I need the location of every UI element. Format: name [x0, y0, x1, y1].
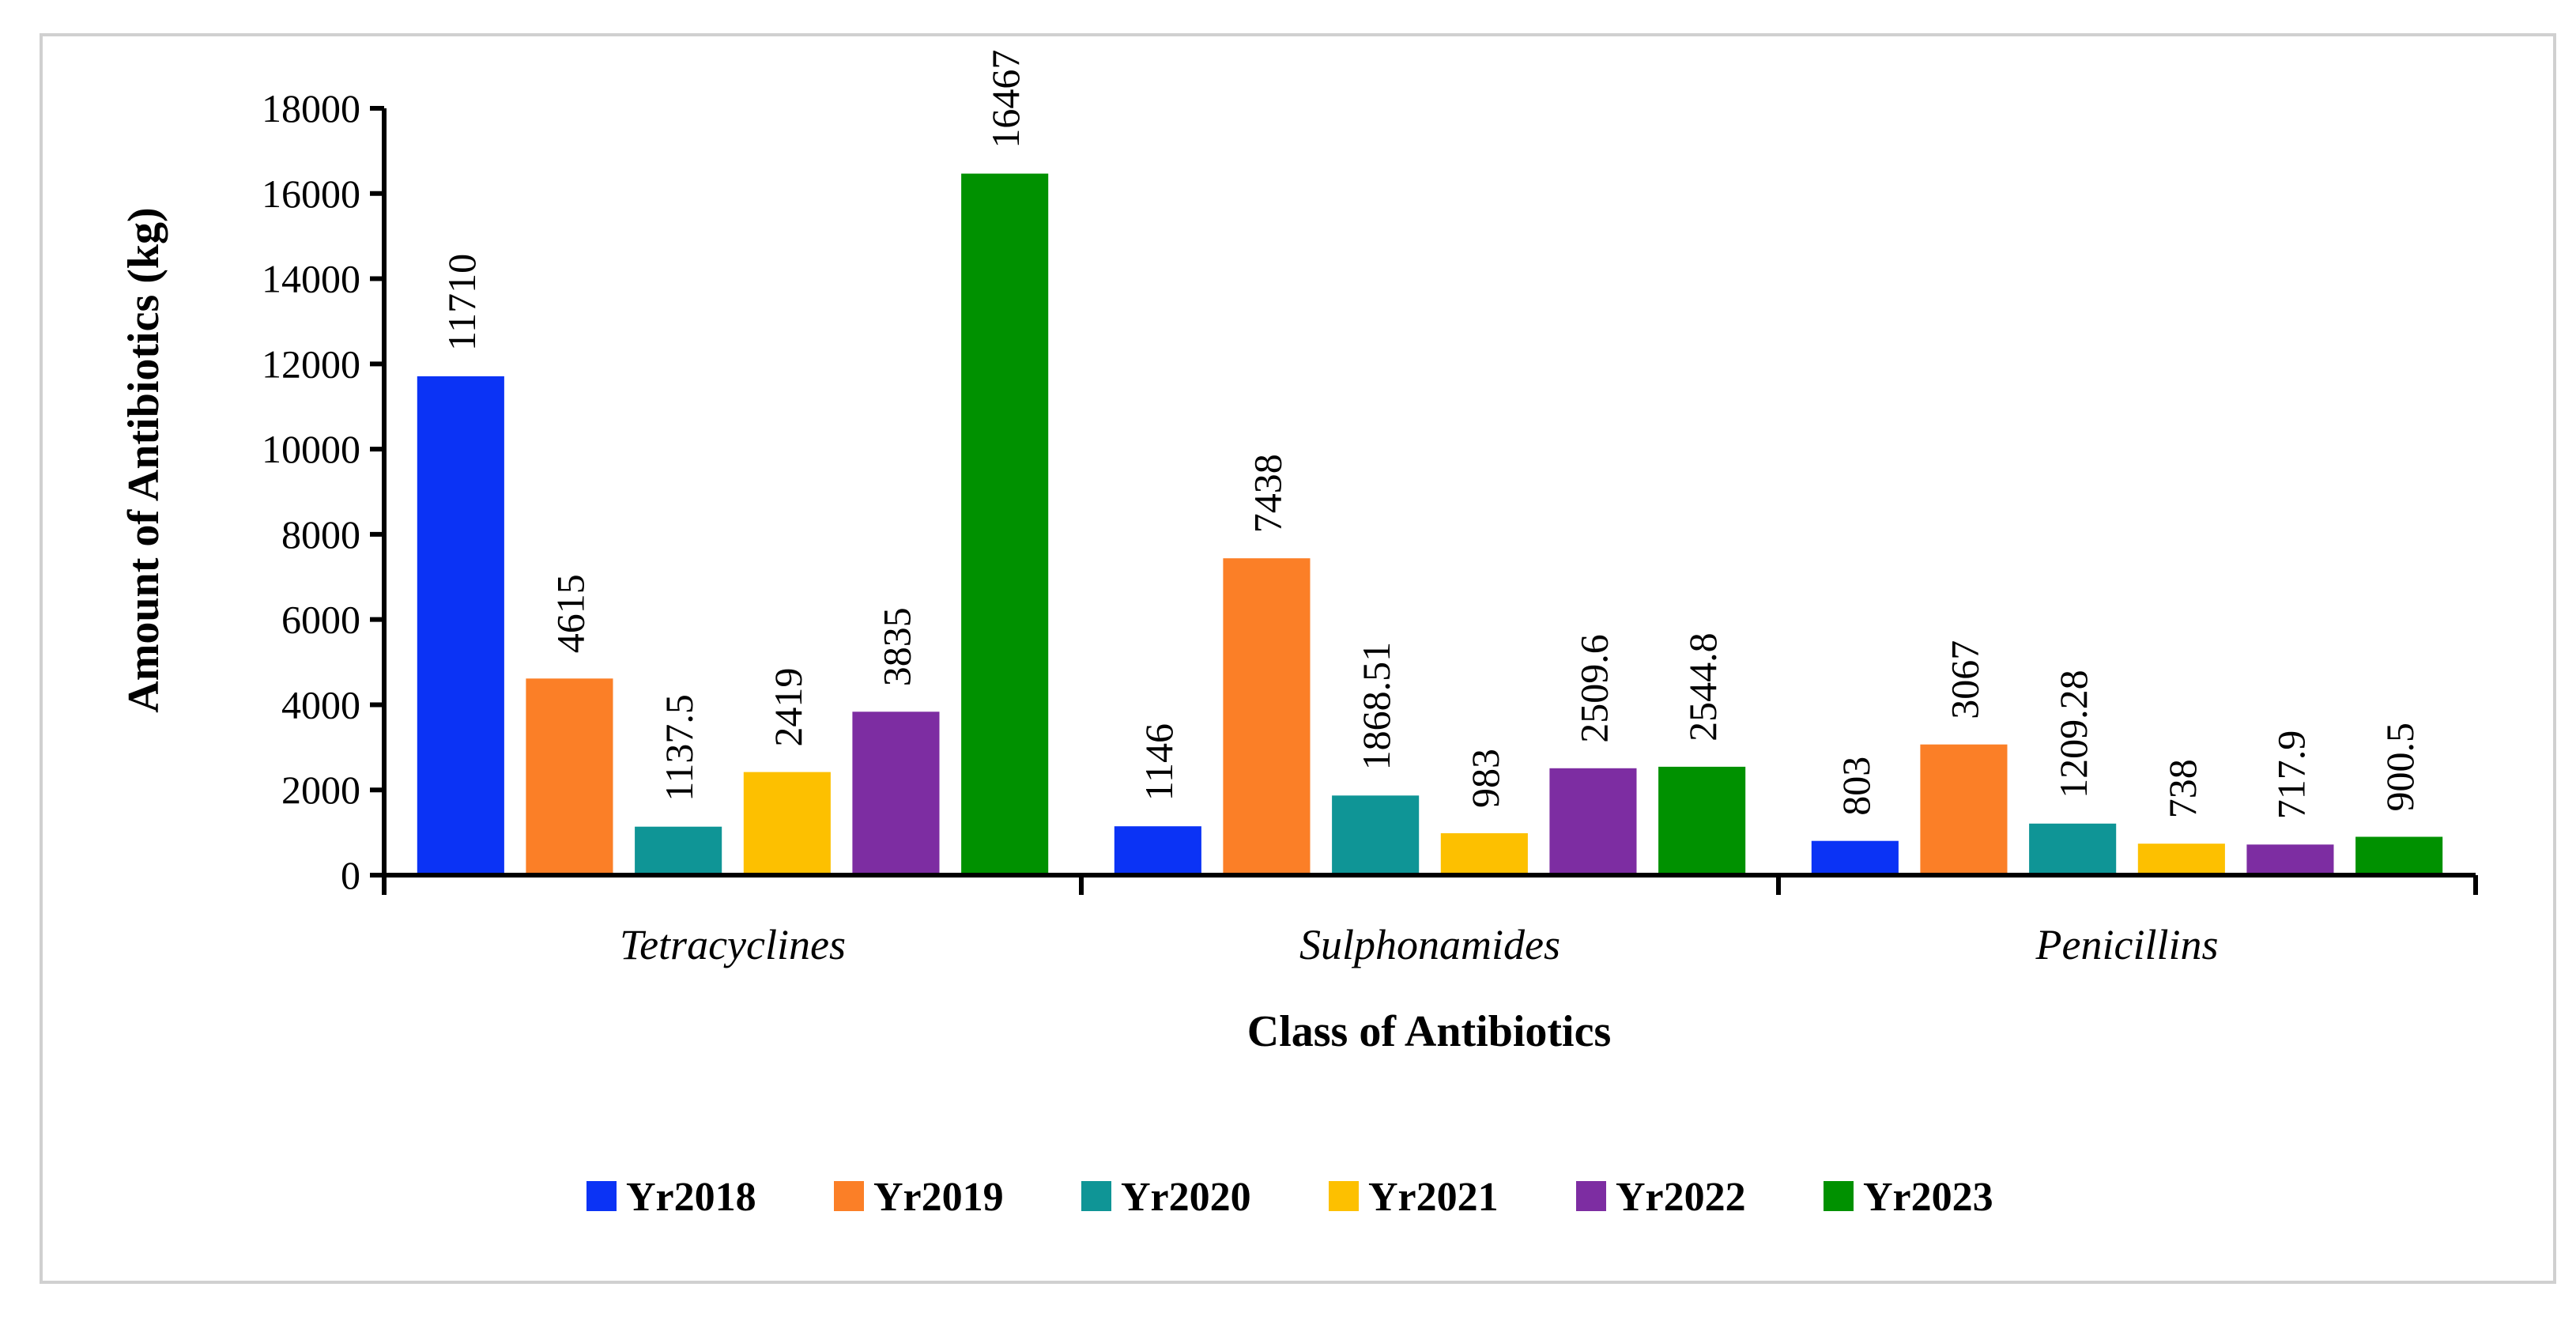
legend-swatch-yr2021 [1329, 1181, 1359, 1211]
data-label-yr2021-sulphonamides: 983 [1463, 749, 1507, 808]
legend-swatch-yr2022 [1576, 1181, 1606, 1211]
legend-label-yr2023: Yr2023 [1863, 1175, 1993, 1220]
y-tick-label: 18000 [262, 86, 360, 130]
y-tick-label: 8000 [281, 512, 360, 557]
legend-label-yr2018: Yr2018 [626, 1175, 756, 1220]
data-label-yr2023-tetracyclines: 16467 [983, 50, 1028, 149]
data-label-yr2023-penicillins: 900.5 [2378, 723, 2422, 812]
data-label-yr2020-sulphonamides: 1868.51 [1354, 642, 1398, 771]
bar-yr2019-sulphonamides [1223, 558, 1311, 875]
y-tick-label: 6000 [281, 598, 360, 642]
y-axis-title: Amount of Antibiotics (kg) [119, 207, 168, 712]
category-label-penicillins: Penicillins [2035, 921, 2219, 968]
y-tick-label: 4000 [281, 682, 360, 727]
bar-yr2020-sulphonamides [1332, 795, 1420, 875]
legend-swatch-yr2018 [586, 1181, 617, 1211]
legend: Yr2018 Yr2019 Yr2020 Yr2021 Yr2022 Yr2023 [586, 1175, 1993, 1220]
y-tick-label: 16000 [262, 172, 360, 216]
data-label-yr2020-tetracyclines: 1137.5 [657, 694, 701, 802]
data-label-yr2021-tetracyclines: 2419 [766, 668, 810, 747]
y-tick-label: 0 [341, 853, 360, 897]
data-label-yr2018-penicillins: 803 [1834, 757, 1878, 816]
data-label-yr2020-penicillins: 1209.28 [2051, 670, 2095, 798]
bar-yr2022-sulphonamides [1549, 768, 1637, 875]
bar-yr2018-penicillins [1811, 840, 1899, 875]
bar-yr2022-tetracyclines [852, 711, 940, 875]
category-label-tetracyclines: Tetracyclines [620, 921, 846, 968]
legend-label-yr2021: Yr2021 [1368, 1175, 1499, 1220]
y-tick-label: 2000 [281, 768, 360, 812]
bar-yr2020-penicillins [2029, 823, 2117, 875]
legend-label-yr2019: Yr2019 [873, 1175, 1004, 1220]
legend-swatch-yr2023 [1824, 1181, 1854, 1211]
bar-yr2018-sulphonamides [1114, 826, 1201, 875]
y-tick-label: 10000 [262, 427, 360, 471]
y-tick-label: 12000 [262, 342, 360, 386]
data-label-yr2019-sulphonamides: 7438 [1246, 454, 1290, 533]
x-axis-title: Class of Antibiotics [1247, 1007, 1612, 1056]
bar-yr2018-tetracyclines [417, 376, 504, 875]
bar-yr2021-tetracyclines [743, 772, 831, 875]
data-label-yr2023-sulphonamides: 2544.8 [1680, 632, 1725, 742]
data-label-yr2019-tetracyclines: 4615 [549, 574, 593, 653]
bar-yr2023-penicillins [2355, 836, 2443, 875]
bar-yr2023-sulphonamides [1658, 766, 1746, 875]
data-label-yr2021-penicillins: 738 [2160, 759, 2204, 818]
data-label-yr2022-tetracyclines: 3835 [875, 607, 919, 686]
legend-label-yr2020: Yr2020 [1121, 1175, 1251, 1220]
category-label-sulphonamides: Sulphonamides [1299, 921, 1560, 968]
bar-yr2021-penicillins [2137, 844, 2225, 875]
bar-yr2019-penicillins [1920, 744, 2008, 875]
bar-yr2020-tetracyclines [635, 826, 722, 875]
bar-yr2021-sulphonamides [1440, 833, 1528, 875]
data-label-yr2018-sulphonamides: 1146 [1137, 723, 1181, 801]
bar-yr2022-penicillins [2246, 844, 2334, 875]
y-tick-label: 14000 [262, 257, 360, 301]
plot-area: 11710 1146 803 4615 7438 3067 1137.5 1868.51 120… [262, 50, 2478, 968]
legend-label-yr2022: Yr2022 [1616, 1175, 1746, 1220]
bar-yr2023-tetracyclines [961, 173, 1049, 876]
legend-swatch-yr2020 [1081, 1181, 1111, 1211]
data-label-yr2018-tetracyclines: 11710 [439, 254, 484, 351]
data-label-yr2022-penicillins: 717.9 [2269, 730, 2314, 820]
data-label-yr2022-sulphonamides: 2509.6 [1572, 634, 1616, 743]
bar-yr2019-tetracyclines [526, 678, 613, 875]
data-label-yr2019-penicillins: 3067 [1943, 640, 1987, 719]
legend-swatch-yr2019 [834, 1181, 864, 1211]
